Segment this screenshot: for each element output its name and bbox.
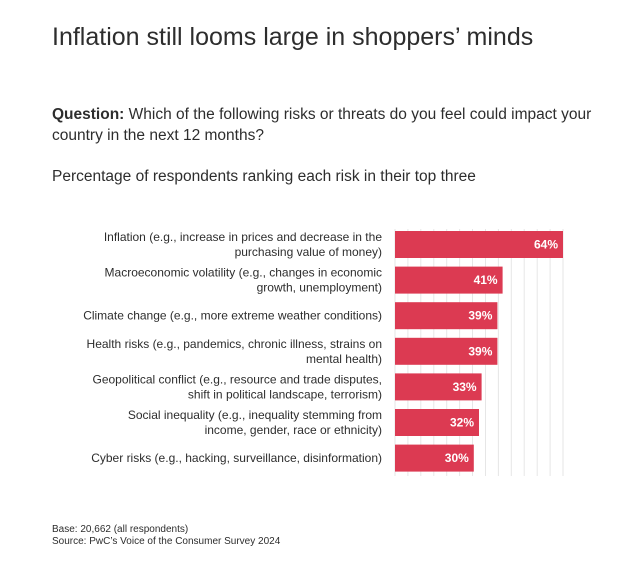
bar-value-label: 64% <box>534 238 558 252</box>
category-label-line: Social inequality (e.g., inequality stem… <box>128 408 382 422</box>
chart-title: Inflation still looms large in shoppers’… <box>52 23 534 51</box>
category-label-line: Health risks (e.g., pandemics, chronic i… <box>87 337 382 351</box>
bar <box>395 302 498 330</box>
category-label: Macroeconomic volatility (e.g., changes … <box>105 266 382 295</box>
question-body: Which of the following risks or threats … <box>52 106 592 144</box>
bar-value-label: 30% <box>445 451 469 465</box>
bar <box>395 373 482 401</box>
category-label-line: Macroeconomic volatility (e.g., changes … <box>105 266 382 280</box>
bar <box>395 444 474 472</box>
bar-value-label: 39% <box>468 309 492 323</box>
category-label-line: growth, unemployment) <box>257 281 382 295</box>
category-label-line: purchasing value of money) <box>235 245 382 259</box>
category-label: Social inequality (e.g., inequality stem… <box>128 408 382 437</box>
bar-value-label: 33% <box>453 380 477 394</box>
bar <box>395 266 503 294</box>
question-text: Question: Which of the following risks o… <box>52 104 592 146</box>
bar-value-label: 41% <box>474 273 498 287</box>
chart-footer: Base: 20,662 (all respondents) Source: P… <box>52 524 280 548</box>
category-label-line: Inflation (e.g., increase in prices and … <box>104 230 382 244</box>
category-label: Geopolitical conflict (e.g., resource an… <box>93 372 383 401</box>
bar <box>395 409 479 436</box>
category-label-line: Climate change (e.g., more extreme weath… <box>83 309 382 323</box>
category-labels: Inflation (e.g., increase in prices and … <box>83 230 382 465</box>
bar <box>395 337 498 365</box>
category-label: Climate change (e.g., more extreme weath… <box>83 309 382 323</box>
category-label: Inflation (e.g., increase in prices and … <box>104 230 382 259</box>
category-label-line: Geopolitical conflict (e.g., resource an… <box>93 372 383 386</box>
category-label-line: income, gender, race or ethnicity) <box>205 423 382 437</box>
bar-value-label: 39% <box>468 344 492 358</box>
bar <box>395 231 563 258</box>
category-label-line: shift in political landscape, terrorism) <box>188 387 382 401</box>
base-note: Base: 20,662 (all respondents) <box>52 524 189 535</box>
category-label: Cyber risks (e.g., hacking, surveillance… <box>91 451 382 465</box>
source-note: Source: PwC’s Voice of the Consumer Surv… <box>52 536 281 547</box>
chart-subtitle: Percentage of respondents ranking each r… <box>52 168 476 185</box>
question-label: Question: <box>52 106 125 123</box>
category-label-line: mental health) <box>306 352 382 366</box>
bars: 64% 41% 39% 39% 33% 32% 30% <box>395 231 563 472</box>
category-label-line: Cyber risks (e.g., hacking, surveillance… <box>91 451 382 465</box>
bar-value-label: 32% <box>450 416 474 430</box>
category-label: Health risks (e.g., pandemics, chronic i… <box>87 337 382 366</box>
